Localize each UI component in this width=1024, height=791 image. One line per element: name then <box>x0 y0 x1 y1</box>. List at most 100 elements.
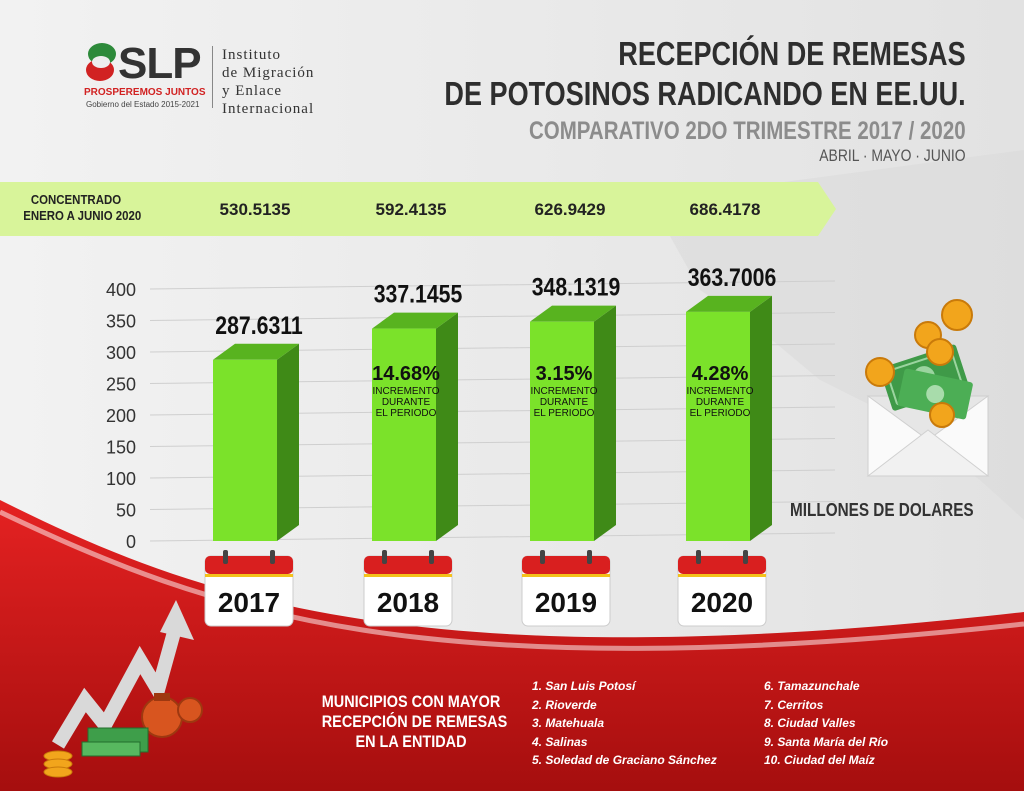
list-item: 7. Cerritos <box>764 697 824 712</box>
increase-note: DURANTE <box>540 397 589 408</box>
cash-stack-icon <box>81 727 149 757</box>
year-calendars: 2017 2018 2019 2020 <box>204 550 767 627</box>
banner-label: CONCENTRADO ENERO A JUNIO 2020 <box>23 192 142 224</box>
bar-2019 <box>530 321 594 541</box>
bar-top-2017 <box>213 343 299 360</box>
y-axis-ticks: 0 50 100 150 200 250 300 350 400 <box>106 280 136 552</box>
municipalities-title-line: EN LA ENTIDAD <box>355 732 467 751</box>
increase-label: 3.15% <box>536 363 593 385</box>
bar-side-2017 <box>277 343 299 541</box>
institute-name: Instituto de Migración y Enlace Internac… <box>222 46 314 118</box>
institute-line: y Enlace <box>222 83 283 99</box>
municipalities-list-1: 1. San Luis Potosí 2. Rioverde 3. Matehu… <box>532 677 717 770</box>
calendar-header <box>522 556 610 574</box>
banner-label-line-1: CONCENTRADO <box>30 192 122 207</box>
coin-icon <box>865 299 973 428</box>
months-label: ABRIL · MAYO · JUNIO <box>819 146 966 165</box>
year-label: 2017 <box>218 587 280 618</box>
increase-note: EL PERIODO <box>690 408 751 419</box>
institute-line: de Migración <box>222 65 315 81</box>
y-tick-label: 150 <box>106 438 136 458</box>
list-item: 6. Tamazunchale <box>764 679 860 693</box>
bar-2017 <box>213 359 277 541</box>
banner-value-2020: 686.4178 <box>689 200 761 219</box>
y-tick-label: 250 <box>106 375 136 395</box>
calendar-ring <box>429 550 434 564</box>
calendar-ring <box>223 550 228 564</box>
bar-side-2018 <box>436 312 458 541</box>
title-line-2: DE POTOSINOS RADICANDO EN EE.UU. <box>444 75 966 112</box>
logo-government: Gobierno del Estado 2015-2021 <box>86 100 200 109</box>
green-banner <box>0 182 836 236</box>
calendar-stripe <box>364 574 452 577</box>
municipalities-list-2: 6. Tamazunchale 7. Cerritos 8. Ciudad Va… <box>764 677 888 770</box>
y-tick-label: 350 <box>106 312 136 332</box>
title-line-1: RECEPCIÓN DE REMESAS <box>618 35 966 72</box>
banner-value-2019: 626.9429 <box>534 200 606 219</box>
bar-2018 <box>372 328 436 541</box>
banner-value-2018: 592.4135 <box>375 200 447 219</box>
data-label: 348.1319 <box>532 273 621 301</box>
banner-value-2017: 530.5135 <box>219 200 291 219</box>
logo-tagline: PROSPEREMOS JUNTOS <box>84 87 206 98</box>
bar-side-2019 <box>594 305 616 541</box>
calendar-stripe <box>522 574 610 577</box>
bar-side-2020 <box>750 295 772 541</box>
y-tick-label: 0 <box>126 532 136 552</box>
bar-top-2018 <box>372 312 458 329</box>
list-item: 4. Salinas <box>532 734 588 749</box>
calendar-header <box>678 556 766 574</box>
unit-label: MILLONES DE DOLARES <box>790 500 974 520</box>
growth-arrow-icon <box>51 600 194 749</box>
calendar-header <box>364 556 452 574</box>
calendar-header <box>205 556 293 574</box>
bar-top-2020 <box>686 295 772 312</box>
logo-divider <box>212 46 213 108</box>
calendar-icon: 2018 <box>363 550 453 627</box>
increase-note: DURANTE <box>382 397 431 408</box>
calendar-ring <box>587 550 592 564</box>
slp-logo-icon <box>86 43 116 81</box>
data-label: 287.6311 <box>215 311 303 339</box>
municipalities-title: MUNICIPIOS CON MAYOR RECEPCIÓN DE REMESA… <box>321 692 508 752</box>
increase-label: 4.28% <box>692 363 749 385</box>
increase-note: INCREMENTO <box>530 386 597 397</box>
money-bag-icon <box>141 693 203 738</box>
data-label: 337.1455 <box>374 280 463 308</box>
banner-label-line-2: ENERO A JUNIO 2020 <box>23 208 142 223</box>
increase-label: 14.68% <box>372 363 440 385</box>
bar-2020 <box>686 311 750 541</box>
slp-logo: SLP PROSPEREMOS JUNTOS Gobierno del Esta… <box>82 40 372 120</box>
calendar-icon: 2017 <box>204 550 294 627</box>
y-tick-label: 200 <box>106 406 136 426</box>
chart-bars: 287.6311337.145514.68%INCREMENTODURANTEE… <box>213 263 776 541</box>
institute-line: Internacional <box>222 101 315 117</box>
municipalities-title-line: MUNICIPIOS CON MAYOR <box>321 692 501 711</box>
calendar-ring <box>382 550 387 564</box>
data-label: 363.7006 <box>688 263 777 291</box>
page-title: RECEPCIÓN DE REMESAS DE POTOSINOS RADICA… <box>330 34 966 166</box>
calendar-ring <box>270 550 275 564</box>
list-item: 1. San Luis Potosí <box>532 679 636 693</box>
calendar-icon: 2020 <box>677 550 767 627</box>
calendar-ring <box>540 550 545 564</box>
increase-note: INCREMENTO <box>372 386 439 397</box>
bar-top-2019 <box>530 305 616 322</box>
municipalities-title-line: RECEPCIÓN DE REMESAS <box>321 712 508 731</box>
institute-line: Instituto <box>222 47 282 63</box>
increase-note: EL PERIODO <box>534 408 595 419</box>
y-tick-label: 100 <box>106 469 136 489</box>
page-subtitle: COMPARATIVO 2DO TRIMESTRE 2017 / 2020 <box>529 117 966 145</box>
list-item: 3. Matehuala <box>532 716 605 730</box>
calendar-icon: 2019 <box>521 550 611 627</box>
grid-line <box>149 280 836 290</box>
calendar-ring <box>696 550 701 564</box>
list-item: 10. Ciudad del Maíz <box>764 753 875 767</box>
y-tick-label: 50 <box>116 501 136 521</box>
list-item: 2. Rioverde <box>532 697 597 712</box>
list-item: 8. Ciudad Valles <box>764 716 856 730</box>
calendar-ring <box>743 550 748 564</box>
year-label: 2019 <box>535 587 597 618</box>
year-label: 2018 <box>377 587 439 618</box>
